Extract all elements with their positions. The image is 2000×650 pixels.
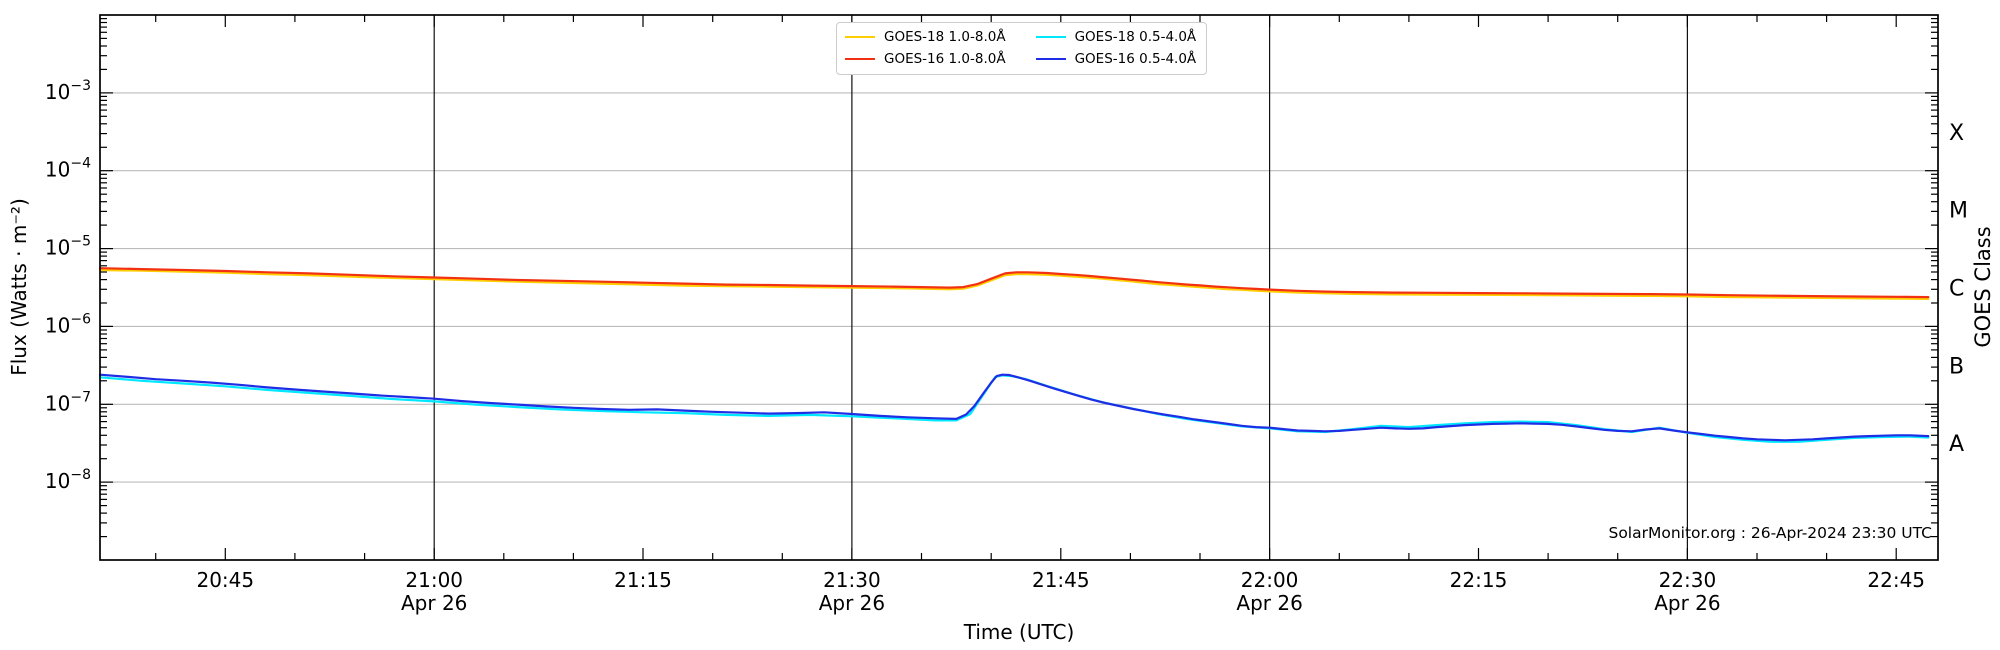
svg-text:10−6: 10−6 — [45, 311, 91, 337]
svg-text:22:00: 22:00 — [1241, 568, 1299, 592]
legend-line-swatch-goes16-short — [1035, 58, 1066, 60]
plot-border — [99, 14, 1939, 561]
legend-line-swatch-goes18-short — [1035, 36, 1066, 38]
legend-label: GOES-16 0.5-4.0Å — [1074, 51, 1197, 67]
y-tick-labels: 10−3 10−4 10−5 10−6 10−7 10−8 — [45, 78, 91, 493]
svg-text:21:15: 21:15 — [614, 568, 672, 592]
x-axis-label: Time (UTC) — [963, 620, 1075, 644]
legend-item-goes16-long: GOES-16 1.0-8.0Å — [845, 50, 1006, 68]
svg-text:Apr 26: Apr 26 — [401, 591, 467, 615]
svg-text:Apr 26: Apr 26 — [819, 591, 885, 615]
svg-text:10−8: 10−8 — [45, 467, 91, 493]
goes-class-axis-label: GOES Class — [1971, 226, 1995, 348]
svg-text:C: C — [1949, 277, 1964, 302]
axis-ticks — [100, 15, 1938, 560]
half-hour-lines — [433, 15, 1689, 560]
legend: GOES-18 1.0-8.0Å GOES-16 1.0-8.0Å GOES-1… — [836, 22, 1208, 75]
series-line-3 — [98, 373, 1930, 442]
svg-text:22:45: 22:45 — [1867, 568, 1925, 592]
svg-text:21:00: 21:00 — [405, 568, 463, 592]
series-line-0 — [98, 268, 1930, 300]
svg-text:X: X — [1949, 121, 1964, 146]
svg-text:Apr 26: Apr 26 — [1654, 591, 1720, 615]
legend-item-goes16-short: GOES-16 0.5-4.0Å — [1035, 50, 1197, 68]
series-line-1 — [98, 267, 1930, 299]
svg-text:21:45: 21:45 — [1032, 568, 1090, 592]
svg-text:10−4: 10−4 — [45, 156, 91, 182]
svg-text:10−5: 10−5 — [45, 234, 91, 260]
legend-item-goes18-long: GOES-18 1.0-8.0Å — [845, 28, 1006, 46]
y-axis-label: Flux (Watts · m⁻²) — [7, 198, 31, 376]
svg-text:21:30: 21:30 — [823, 568, 881, 592]
svg-text:22:30: 22:30 — [1659, 568, 1717, 592]
svg-text:Apr 26: Apr 26 — [1236, 591, 1302, 615]
legend-item-goes18-short: GOES-18 0.5-4.0Å — [1035, 28, 1197, 46]
svg-text:B: B — [1949, 354, 1964, 379]
legend-line-swatch-goes18-long — [845, 36, 875, 38]
legend-label: GOES-16 1.0-8.0Å — [884, 51, 1006, 67]
svg-text:10−7: 10−7 — [45, 389, 91, 415]
legend-line-swatch-goes16-long — [845, 58, 875, 60]
legend-label: GOES-18 0.5-4.0Å — [1074, 29, 1197, 45]
series-line-2 — [98, 374, 1930, 443]
svg-text:A: A — [1949, 432, 1964, 457]
svg-text:M: M — [1949, 199, 1968, 224]
svg-text:22:15: 22:15 — [1450, 568, 1508, 592]
attribution-text: SolarMonitor.org : 26-Apr-2024 23:30 UTC — [1608, 524, 1932, 542]
legend-label: GOES-18 1.0-8.0Å — [884, 29, 1006, 45]
goes-class-letters: X M C B A — [1949, 121, 1968, 457]
svg-text:10−3: 10−3 — [45, 78, 91, 104]
svg-text:20:45: 20:45 — [196, 568, 254, 592]
decade-gridlines — [100, 92, 1938, 483]
